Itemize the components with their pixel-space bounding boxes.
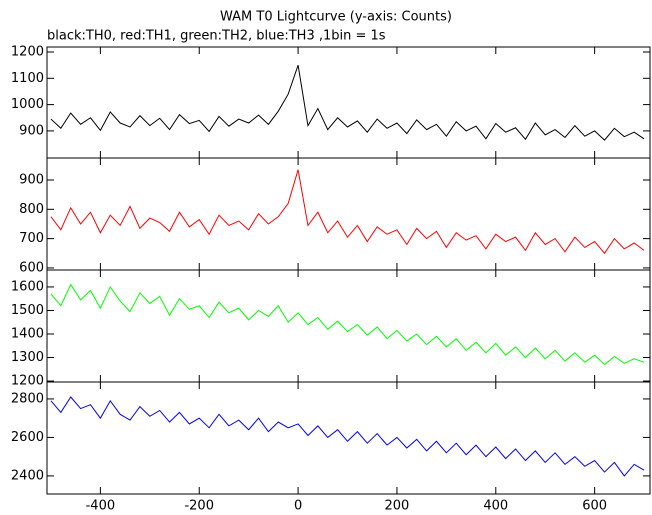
x-tick-label: 0 <box>294 499 302 514</box>
panel-frame <box>46 157 651 271</box>
panel-frame <box>46 269 651 383</box>
y-tick-label: 1200 <box>11 374 44 389</box>
y-tick-label: 700 <box>19 231 44 246</box>
y-tick-label: 900 <box>19 172 44 187</box>
y-tick-label: 800 <box>19 202 44 217</box>
x-tick-label: 200 <box>385 499 410 514</box>
y-tick-label: 2800 <box>11 391 44 406</box>
x-tick-label: -400 <box>86 499 116 514</box>
chart-subtitle: black:TH0, red:TH1, green:TH2, blue:TH3 … <box>47 29 386 44</box>
x-tick-label: 400 <box>483 499 508 514</box>
y-tick-label: 600 <box>19 260 44 275</box>
y-tick-label: 1100 <box>11 71 44 86</box>
y-tick-label: 1500 <box>11 303 44 318</box>
chart-title: WAM T0 Lightcurve (y-axis: Counts) <box>220 10 452 25</box>
x-tick-label: -200 <box>184 499 214 514</box>
x-tick-label: 600 <box>582 499 607 514</box>
series-line <box>50 396 645 477</box>
series-line <box>50 64 645 141</box>
y-tick-label: 900 <box>19 123 44 138</box>
panel-frame <box>46 381 651 495</box>
series-line <box>50 169 645 255</box>
y-tick-label: 1000 <box>11 97 44 112</box>
y-tick-label: 1600 <box>11 279 44 294</box>
y-tick-label: 1400 <box>11 327 44 342</box>
y-tick-label: 1300 <box>11 350 44 365</box>
y-tick-label: 1200 <box>11 44 44 59</box>
series-line <box>50 283 645 366</box>
y-tick-label: 2400 <box>11 468 44 483</box>
panel-frame <box>46 46 651 159</box>
y-tick-label: 2600 <box>11 430 44 445</box>
